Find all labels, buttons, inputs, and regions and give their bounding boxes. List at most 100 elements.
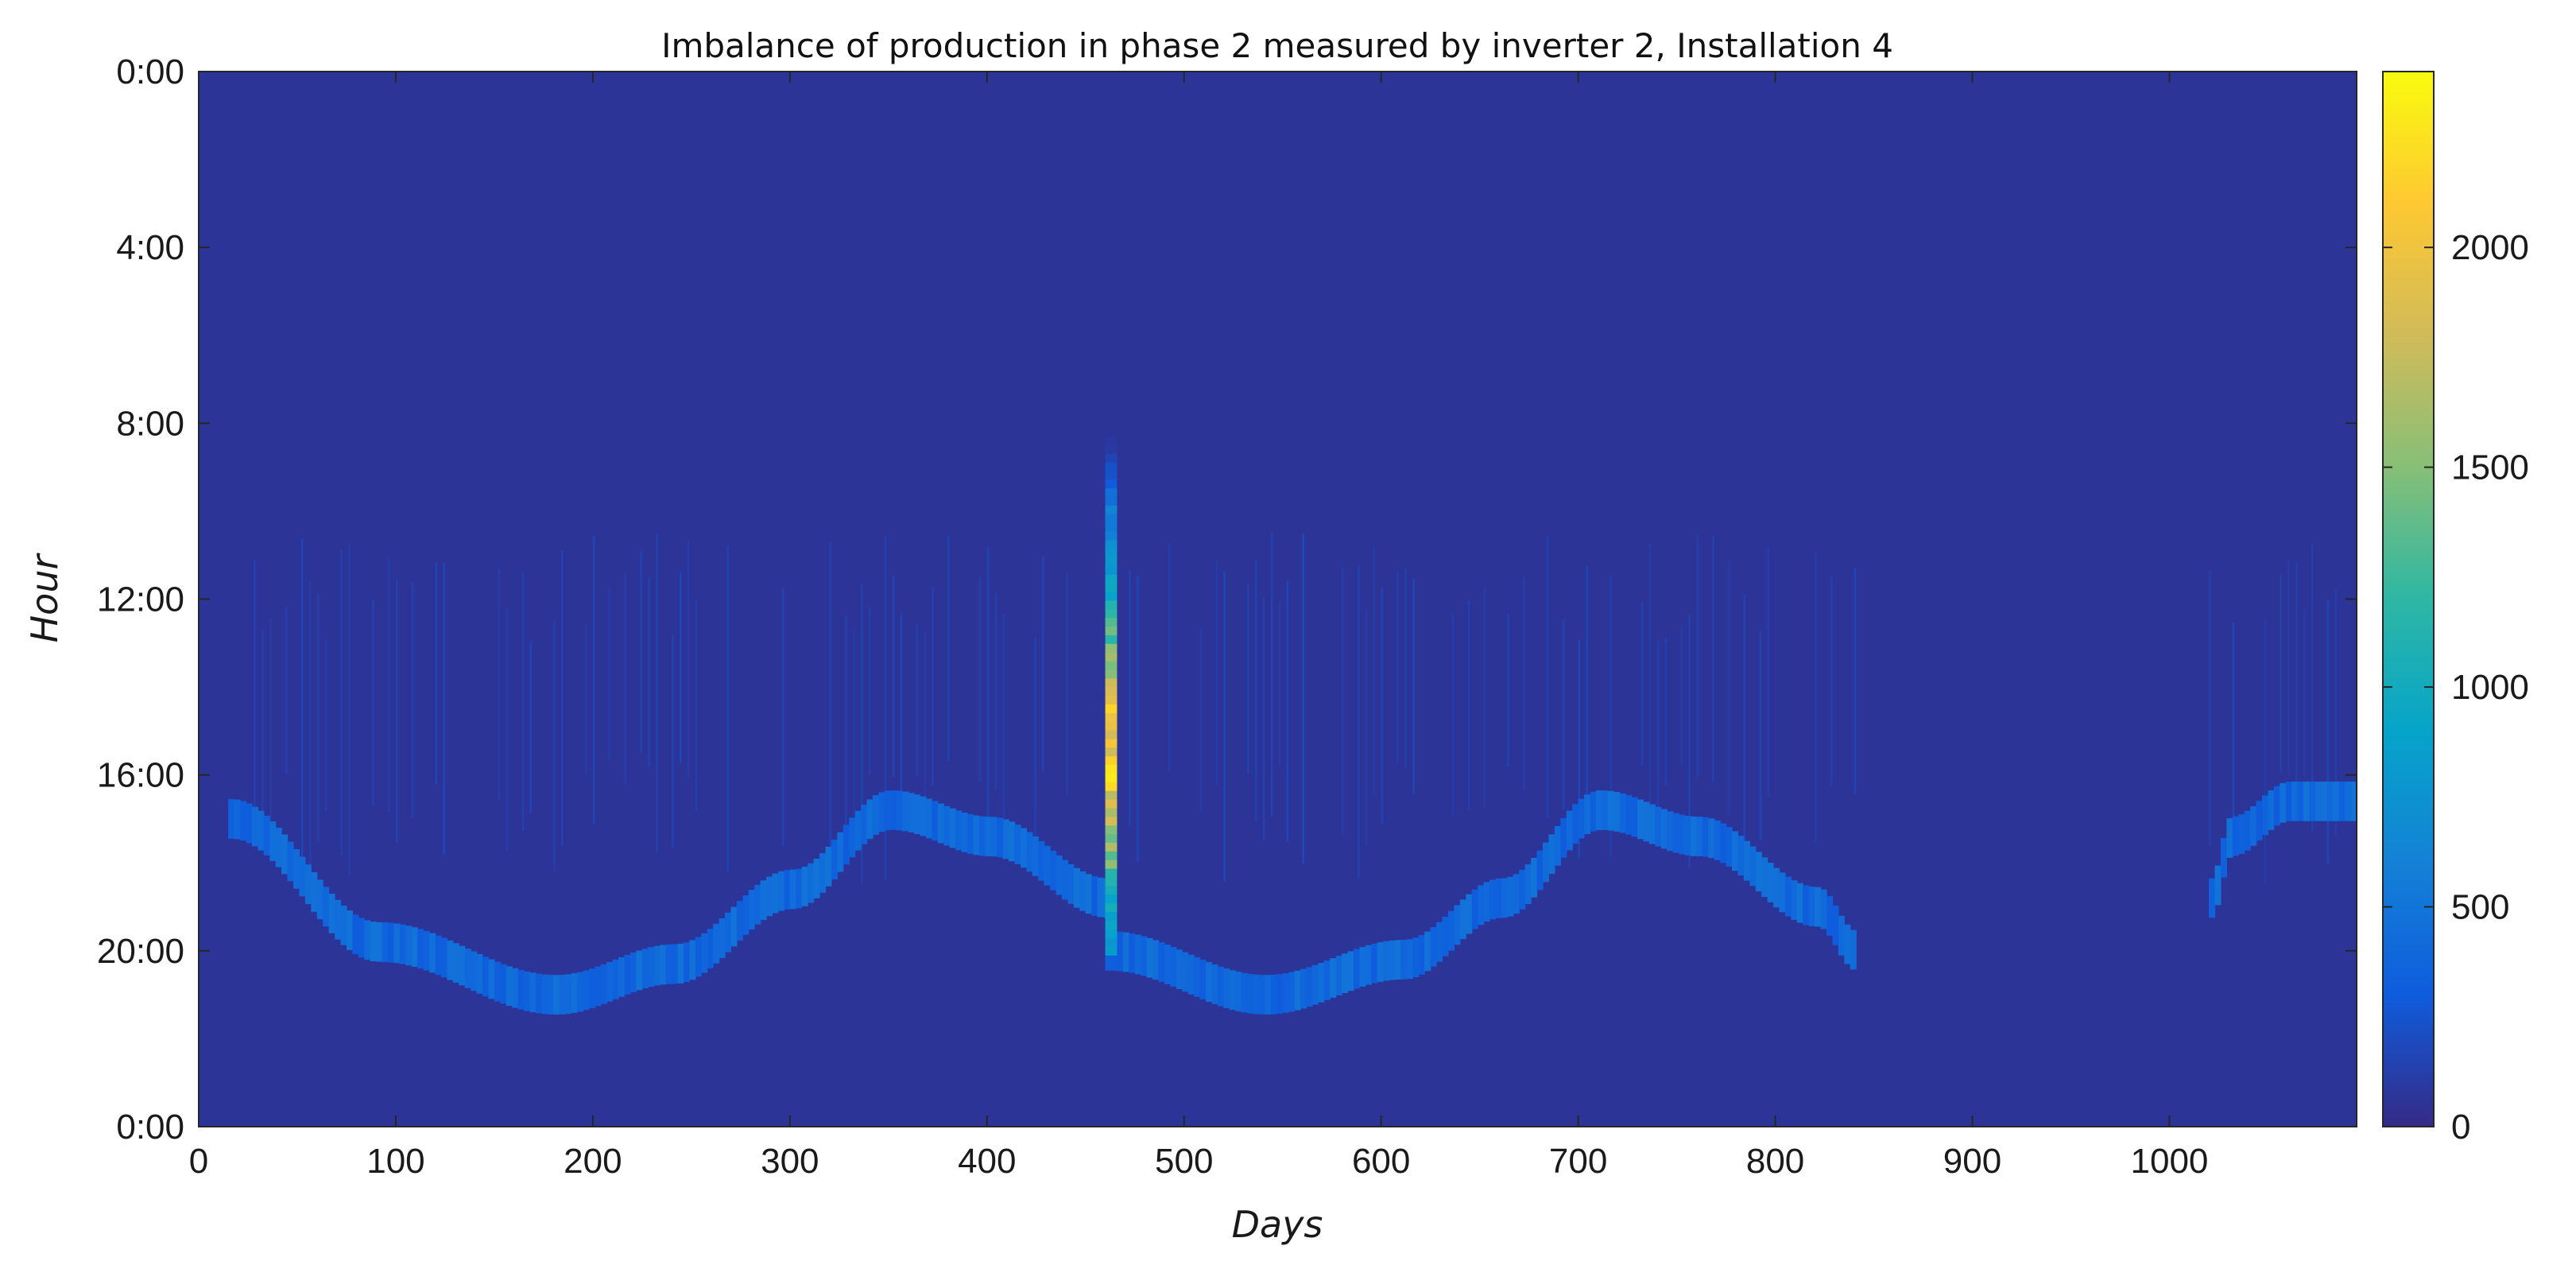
streak-mark <box>1042 556 1044 771</box>
band-cell <box>1466 894 1473 934</box>
band-cell <box>1625 795 1633 835</box>
streak-mark <box>1286 580 1289 842</box>
band-cell <box>1050 850 1057 891</box>
band-cell <box>2285 782 2292 821</box>
band-cell <box>547 975 554 1015</box>
band-cell <box>902 791 909 832</box>
streak-mark <box>1586 566 1589 805</box>
band-cell <box>1442 916 1449 957</box>
band-cell <box>1276 974 1284 1014</box>
spike-cell <box>1105 566 1118 576</box>
streak-mark <box>348 541 351 875</box>
streak-mark <box>1137 576 1139 863</box>
band-cell <box>1311 964 1319 1005</box>
streak-mark <box>624 572 627 784</box>
band-cell <box>1062 860 1069 900</box>
band-cell <box>754 884 761 925</box>
band-cell <box>1079 871 1087 911</box>
spike-cell <box>1105 843 1118 852</box>
band-cell <box>1637 799 1644 840</box>
band-cell <box>872 795 880 835</box>
band-cell <box>1400 940 1408 980</box>
spike-cell <box>1105 808 1118 817</box>
streak-mark <box>1381 588 1384 824</box>
spike-cell <box>1105 522 1118 533</box>
streak-mark <box>553 620 556 871</box>
band-cell <box>2214 865 2222 906</box>
streak-mark <box>1065 572 1068 796</box>
band-cell <box>335 899 342 940</box>
streak-mark <box>506 608 509 851</box>
band-cell <box>340 905 347 945</box>
band-cell <box>1803 885 1810 925</box>
band-cell <box>1826 896 1834 936</box>
streak-mark <box>1680 625 1683 766</box>
band-cell <box>955 810 963 851</box>
band-cell <box>2261 795 2269 836</box>
streak-mark <box>498 568 501 801</box>
band-cell <box>742 895 750 935</box>
band-cell <box>2244 810 2251 851</box>
band-cell <box>1684 816 1691 856</box>
streak-mark <box>994 592 997 790</box>
streak-mark <box>672 635 674 848</box>
streak-mark <box>986 547 990 849</box>
band-cell <box>1097 877 1104 918</box>
band-cell <box>2309 781 2316 821</box>
plot-background <box>199 72 2357 1127</box>
daytime-streaks <box>254 533 2338 884</box>
band-cell <box>405 925 413 966</box>
band-cell <box>482 957 490 997</box>
streak-mark <box>1688 615 1691 868</box>
band-cell <box>1796 883 1803 923</box>
spike-cell <box>1105 860 1118 870</box>
band-cell <box>1182 952 1189 992</box>
band-cell <box>411 927 418 967</box>
band-cell <box>908 793 915 832</box>
band-cell <box>1247 973 1254 1014</box>
spike-cell <box>1105 920 1118 930</box>
spike-cell <box>1105 444 1118 455</box>
band-cell <box>1129 933 1136 973</box>
band-cell <box>1655 806 1662 847</box>
band-cell <box>920 796 927 836</box>
spike-cell <box>1105 661 1118 671</box>
band-cell <box>2345 781 2352 821</box>
spike-cell <box>1105 886 1118 895</box>
spike-cell <box>1105 851 1118 861</box>
band-cell <box>866 799 874 840</box>
band-cell <box>2220 837 2227 878</box>
band-cell <box>287 841 294 882</box>
band-cell <box>1844 924 1851 964</box>
band-cell <box>985 817 992 856</box>
streak-mark <box>308 581 312 879</box>
band-cell <box>653 945 660 986</box>
spike-cell <box>1105 627 1118 636</box>
band-cell <box>1478 885 1485 925</box>
band-cell <box>801 867 808 906</box>
band-cell <box>1091 876 1098 916</box>
spike-cell <box>1105 540 1118 549</box>
streak-mark <box>853 630 855 848</box>
spike-cell <box>1105 825 1118 835</box>
band-cell <box>299 856 306 897</box>
band-cell <box>1258 975 1265 1015</box>
x-tick-label: 0 <box>189 1142 208 1181</box>
band-cell <box>1359 947 1366 987</box>
band-cell <box>399 924 406 964</box>
band-cell <box>1158 942 1165 982</box>
band-cell <box>1418 934 1425 975</box>
band-cell <box>1085 874 1092 914</box>
spike-cell <box>1105 903 1118 913</box>
band-cell <box>583 970 590 1011</box>
band-cell <box>600 964 607 1004</box>
band-cell <box>1850 929 1857 970</box>
band-cell <box>2273 786 2280 826</box>
band-cell <box>2297 781 2304 821</box>
band-cell <box>725 912 732 953</box>
streak-mark <box>1129 569 1131 827</box>
streak-mark <box>521 572 525 831</box>
band-cell <box>1613 792 1621 832</box>
band-cell <box>1584 794 1591 835</box>
band-cell <box>1737 836 1745 876</box>
